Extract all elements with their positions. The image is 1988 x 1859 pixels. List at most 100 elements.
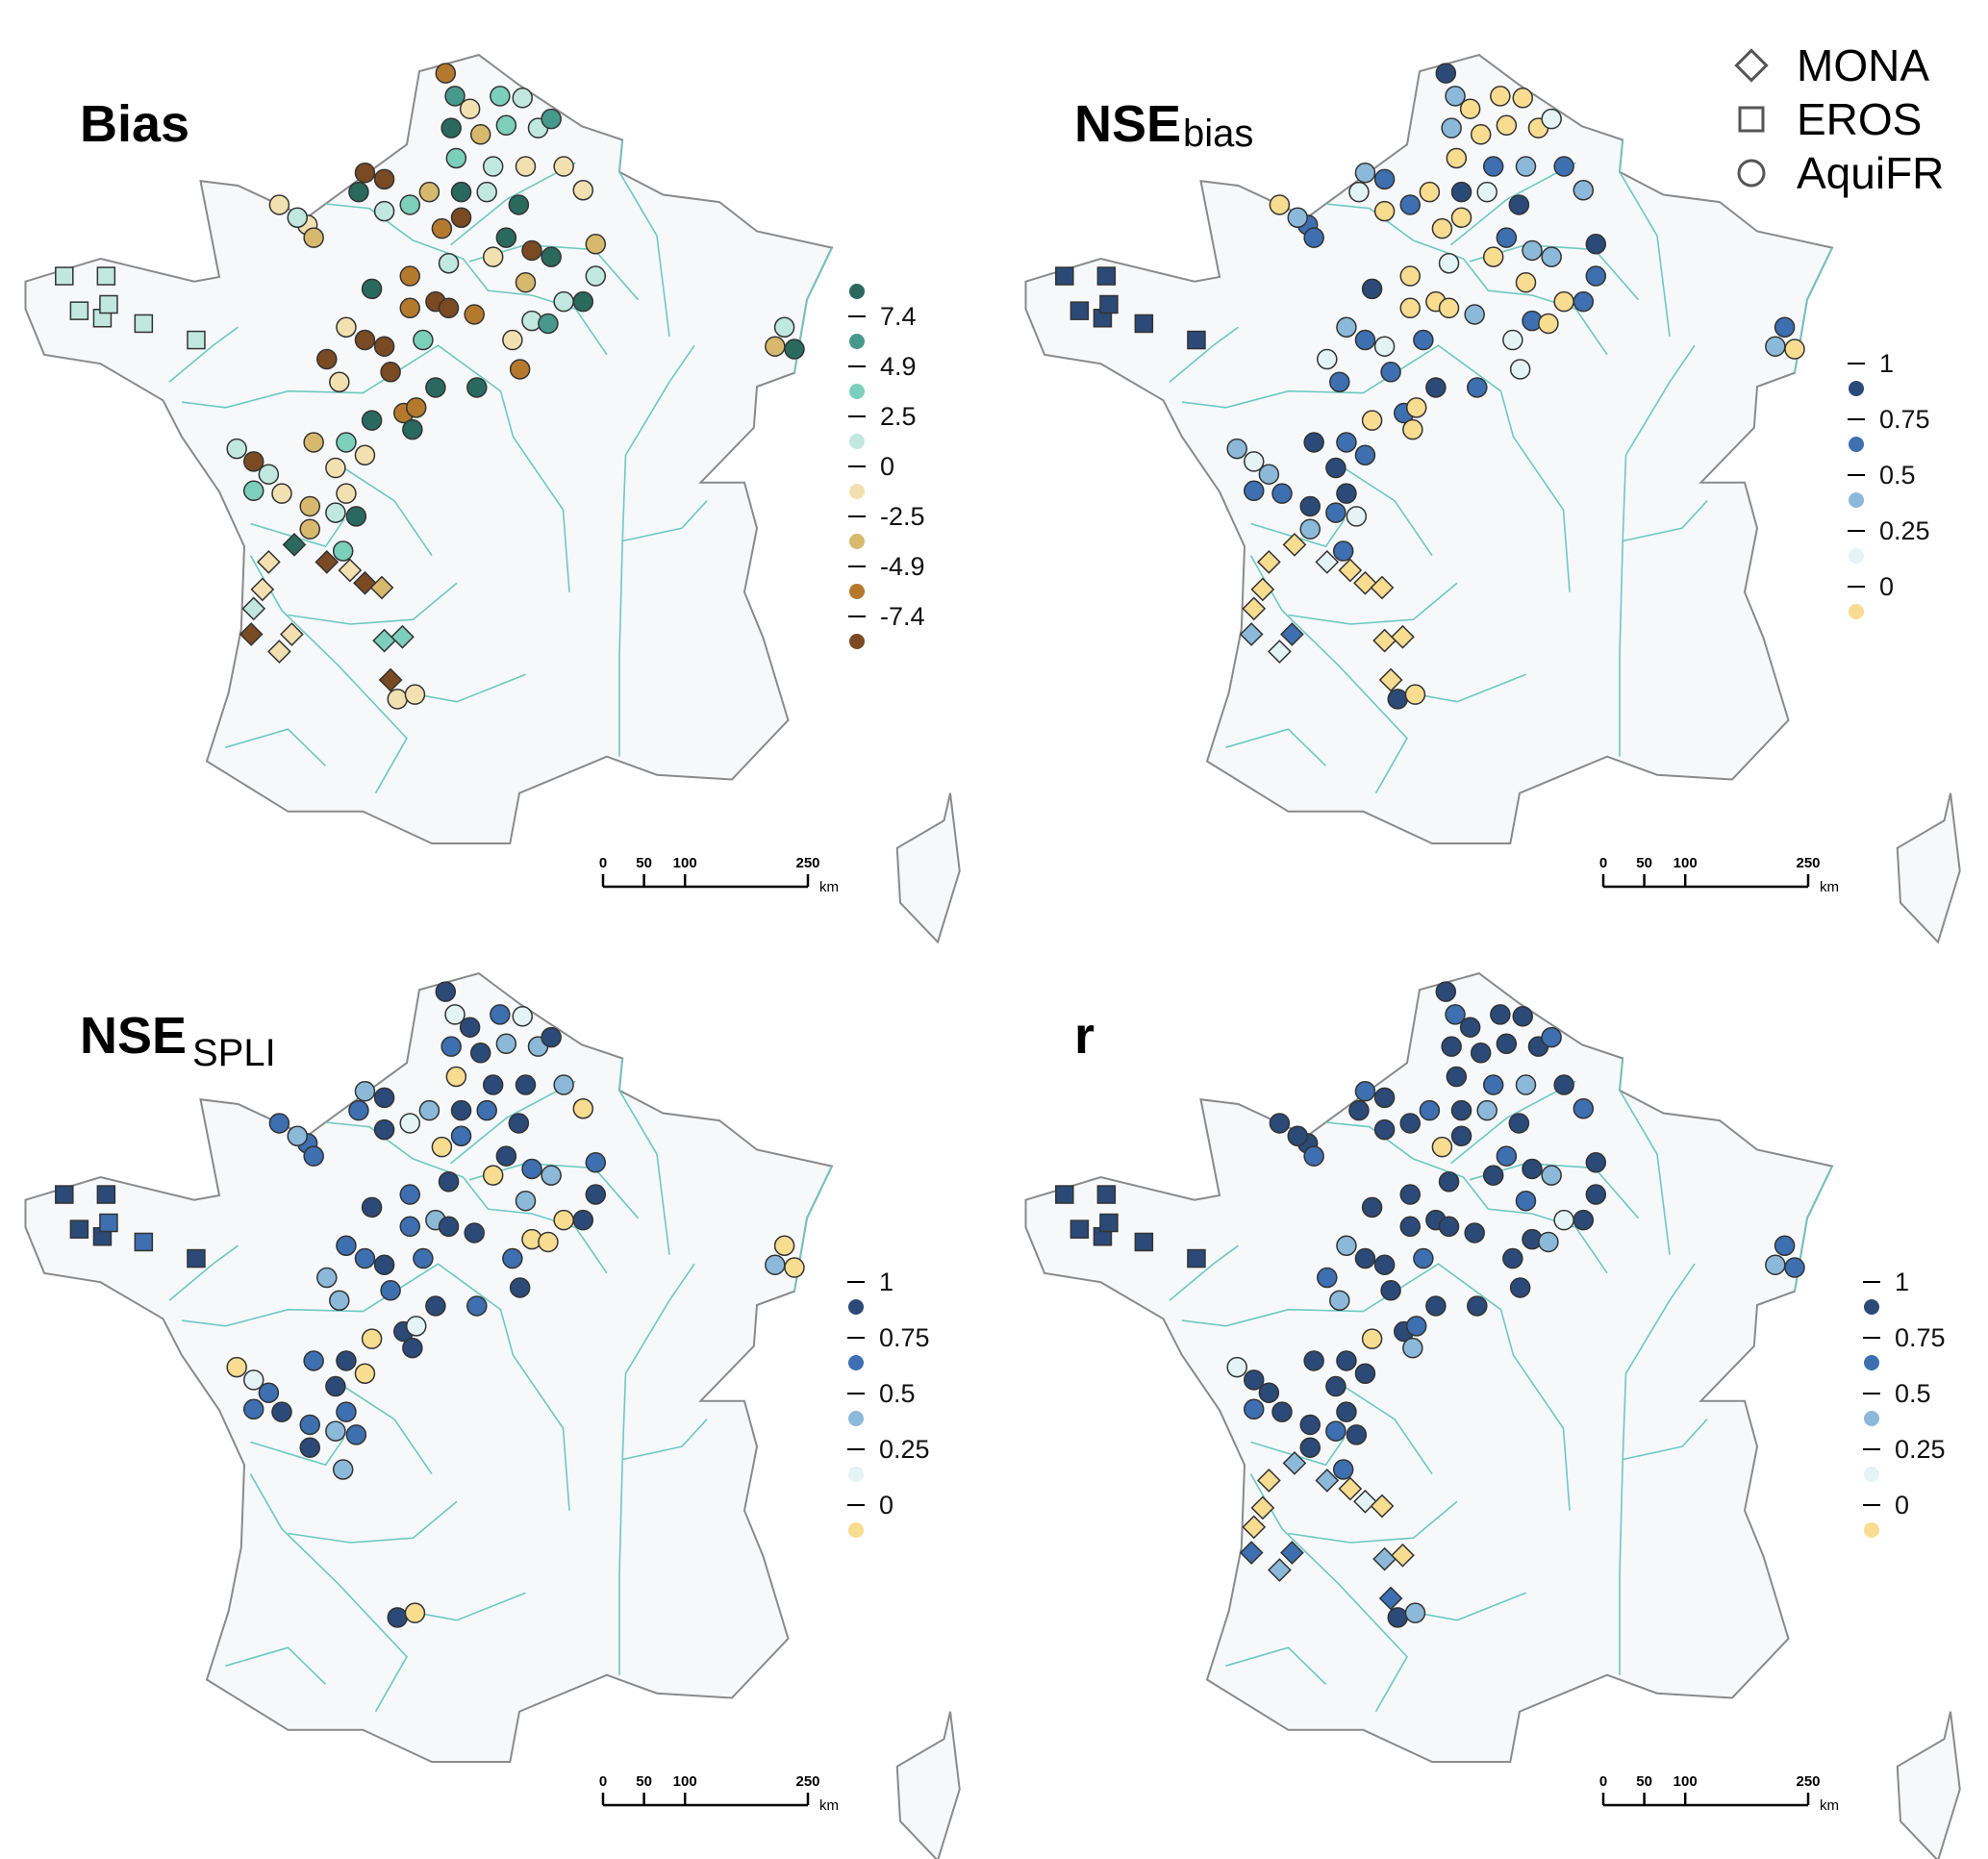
station-marker-aquifr bbox=[450, 1125, 472, 1146]
station-marker-aquifr bbox=[399, 1216, 420, 1238]
station-marker-aquifr bbox=[541, 108, 562, 130]
station-marker-aquifr bbox=[1399, 265, 1421, 287]
station-marker-aquifr bbox=[490, 86, 511, 107]
station-marker-aquifr bbox=[1522, 1158, 1543, 1180]
station-marker-aquifr bbox=[1425, 377, 1447, 398]
station-marker-aquifr bbox=[1538, 1231, 1559, 1253]
river bbox=[1619, 1058, 1671, 1255]
scale-bar-label: 0 bbox=[599, 855, 607, 871]
station-marker-aquifr bbox=[1515, 271, 1537, 293]
legend-tick-label: 0 bbox=[1895, 1491, 1909, 1520]
station-marker-aquifr bbox=[1380, 362, 1401, 383]
station-marker-aquifr bbox=[482, 156, 504, 177]
station-marker-aquifr bbox=[361, 1328, 383, 1349]
station-marker-eros bbox=[1187, 330, 1206, 350]
station-marker-eros bbox=[55, 1185, 74, 1204]
station-marker-aquifr bbox=[1346, 506, 1368, 527]
legend-swatch bbox=[849, 484, 865, 499]
station-marker-aquifr bbox=[1406, 397, 1427, 418]
station-marker-aquifr bbox=[226, 1356, 247, 1378]
scale-bar-label: 50 bbox=[1636, 1773, 1652, 1790]
corsica-outline bbox=[895, 1711, 961, 1859]
station-marker-aquifr bbox=[1380, 1280, 1401, 1301]
station-marker-aquifr bbox=[435, 63, 457, 84]
station-marker-aquifr bbox=[1784, 339, 1805, 360]
legend-tick-label: 0.25 bbox=[1879, 516, 1930, 545]
station-marker-aquifr bbox=[585, 1152, 607, 1173]
station-marker-aquifr bbox=[399, 297, 420, 319]
river bbox=[621, 1263, 695, 1460]
station-marker-eros bbox=[1069, 301, 1090, 320]
station-marker-aquifr bbox=[784, 339, 805, 360]
station-marker-aquifr bbox=[1373, 336, 1396, 357]
station-marker-aquifr bbox=[444, 86, 466, 107]
station-marker-aquifr bbox=[1509, 1277, 1531, 1298]
station-marker-aquifr bbox=[299, 1437, 320, 1458]
station-marker-mona bbox=[1315, 1469, 1340, 1493]
station-marker-mona bbox=[353, 570, 377, 595]
station-marker-aquifr bbox=[1325, 457, 1346, 479]
station-marker-mona bbox=[1370, 575, 1395, 600]
station-marker-aquifr bbox=[1336, 1350, 1357, 1371]
station-marker-aquifr bbox=[508, 194, 530, 215]
station-marker-aquifr bbox=[553, 290, 574, 313]
station-marker-aquifr bbox=[1515, 156, 1537, 177]
station-marker-aquifr bbox=[404, 684, 426, 705]
station-marker-aquifr bbox=[1438, 1216, 1460, 1238]
station-marker-aquifr bbox=[303, 432, 324, 453]
station-marker-aquifr bbox=[287, 1125, 308, 1146]
river bbox=[1338, 1382, 1433, 1475]
station-marker-aquifr bbox=[1402, 418, 1423, 440]
station-marker-aquifr bbox=[450, 181, 472, 203]
scale-bar-label: 100 bbox=[673, 855, 697, 871]
river bbox=[618, 1058, 670, 1255]
station-marker-aquifr bbox=[1538, 313, 1559, 335]
station-marker-aquifr bbox=[345, 506, 367, 527]
station-marker-aquifr bbox=[440, 117, 462, 138]
station-marker-aquifr bbox=[1226, 438, 1247, 460]
station-marker-aquifr bbox=[1515, 1074, 1537, 1095]
station-marker-aquifr bbox=[1450, 207, 1472, 228]
circle-icon bbox=[1737, 159, 1766, 188]
station-marker-aquifr bbox=[406, 1316, 427, 1337]
station-marker-aquifr bbox=[329, 371, 350, 392]
river bbox=[1169, 1244, 1239, 1301]
station-marker-aquifr bbox=[354, 1247, 376, 1269]
station-marker-aquifr bbox=[1244, 480, 1265, 502]
legend-tick-label: 4.9 bbox=[880, 352, 917, 381]
station-marker-aquifr bbox=[445, 147, 467, 169]
river bbox=[618, 139, 670, 337]
station-marker-aquifr bbox=[515, 1074, 537, 1095]
station-marker-aquifr bbox=[268, 194, 290, 215]
station-marker-mona bbox=[1378, 1586, 1403, 1611]
station-marker-aquifr bbox=[406, 397, 427, 418]
station-marker-aquifr bbox=[509, 1277, 531, 1298]
river bbox=[1288, 1500, 1458, 1544]
station-marker-aquifr bbox=[243, 451, 264, 472]
legend-swatch bbox=[849, 334, 865, 349]
station-marker-aquifr bbox=[784, 1257, 805, 1278]
legend-swatch bbox=[849, 584, 865, 599]
station-marker-aquifr bbox=[541, 1165, 562, 1186]
station-marker-mona bbox=[1282, 1450, 1307, 1475]
legend-swatch bbox=[1864, 1411, 1879, 1426]
station-marker-aquifr bbox=[258, 1382, 280, 1403]
station-marker-aquifr bbox=[459, 1017, 481, 1038]
station-marker-aquifr bbox=[1361, 410, 1383, 431]
station-marker-eros bbox=[96, 1185, 116, 1204]
station-marker-aquifr bbox=[538, 1231, 559, 1253]
legend-tick-label: 0.5 bbox=[1879, 461, 1916, 490]
legend-swatch bbox=[849, 434, 865, 449]
station-marker-aquifr bbox=[303, 1350, 324, 1371]
station-marker-mona bbox=[282, 532, 307, 557]
river bbox=[1449, 1080, 1576, 1165]
station-marker-aquifr bbox=[1515, 1190, 1537, 1212]
scale-bar-label: 50 bbox=[636, 855, 652, 871]
scale-bar-label: 0 bbox=[599, 1773, 607, 1790]
legend-swatch bbox=[848, 1411, 864, 1426]
station-marker-aquifr bbox=[387, 1607, 408, 1628]
station-marker-aquifr bbox=[466, 1295, 488, 1317]
scale-bar-unit: km bbox=[819, 879, 839, 895]
station-marker-aquifr bbox=[1244, 1369, 1265, 1391]
